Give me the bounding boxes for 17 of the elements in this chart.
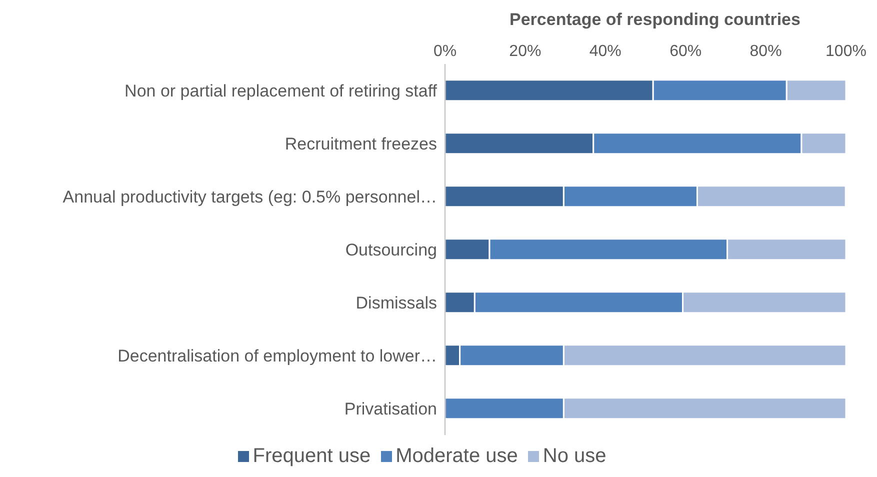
legend-label: Moderate use (396, 445, 518, 467)
legend-label: No use (542, 445, 606, 467)
x-tick-label: 0% (433, 43, 457, 60)
x-tick-label: 20% (509, 43, 542, 60)
x-axis-title: Percentage of responding countries (508, 10, 802, 30)
legend-label: Frequent use (252, 445, 371, 467)
y-tick-label: Dismissals (356, 294, 437, 313)
y-tick-label: Outsourcing (345, 240, 437, 260)
x-tick-label: 80% (750, 43, 782, 60)
y-tick-label: Recruitment freezes (284, 134, 437, 154)
x-tick-label: 100% (826, 43, 866, 60)
y-tick-label: Non or partial replacement of retiring staff (124, 82, 438, 101)
y-tick-label: Decentralisation of employment to lower… (118, 346, 437, 366)
x-tick-label: 40% (589, 43, 622, 60)
x-tick-label: 60% (670, 43, 702, 60)
y-tick-label: Privatisation (344, 400, 437, 419)
y-tick-label: Annual productivity targets (eg: 0.5% personnel… (62, 188, 437, 207)
